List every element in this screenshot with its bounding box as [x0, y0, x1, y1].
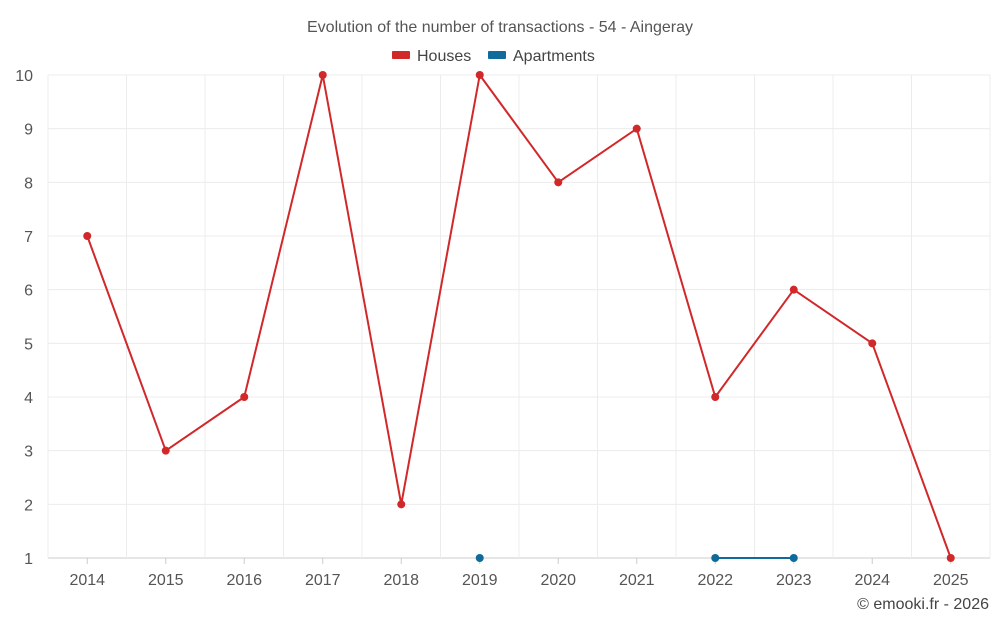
series-line-houses — [86, 74, 952, 559]
legend-item-apartments[interactable]: Apartments — [488, 48, 595, 65]
data-point-houses[interactable] — [711, 393, 720, 401]
x-tick-label: 2019 — [462, 572, 498, 589]
x-tick-label: 2016 — [226, 572, 262, 589]
y-axis-ticks: 1 2 3 4 5 6 7 8 9 10 — [15, 68, 33, 568]
data-point-houses[interactable] — [318, 71, 327, 79]
legend-item-houses[interactable]: Houses — [392, 48, 471, 65]
chart-title: Evolution of the number of transactions … — [307, 19, 693, 36]
x-tick-label: 2015 — [148, 572, 184, 589]
x-tick-label: 2024 — [854, 572, 890, 589]
data-point-houses[interactable] — [161, 446, 170, 455]
x-axis-ticks: 2014 2015 2016 2017 2018 2019 2020 2021 2022 2023… — [69, 558, 969, 589]
series — [83, 71, 955, 562]
series-apartments — [475, 554, 798, 562]
y-tick-label: 8 — [24, 175, 33, 192]
data-point-apartments[interactable] — [789, 554, 798, 562]
data-point-houses[interactable] — [83, 232, 92, 240]
x-tick-label: 2017 — [305, 572, 341, 589]
x-tick-label: 2025 — [933, 572, 969, 589]
y-tick-label: 6 — [24, 283, 33, 300]
data-point-houses[interactable] — [946, 554, 955, 562]
data-point-houses[interactable] — [868, 339, 877, 348]
series-houses — [83, 71, 955, 562]
x-tick-label: 2022 — [697, 572, 733, 589]
data-point-houses[interactable] — [632, 124, 641, 133]
data-point-houses[interactable] — [240, 393, 249, 401]
x-tick-label: 2020 — [540, 572, 576, 589]
y-tick-label: 5 — [24, 336, 33, 353]
x-tick-label: 2014 — [69, 572, 105, 589]
credit-text: © emooki.fr - 2026 — [857, 596, 989, 613]
legend-label-houses: Houses — [417, 48, 471, 65]
legend-swatch-houses — [392, 51, 410, 59]
legend: Houses Apartments — [392, 48, 595, 65]
grid — [47, 74, 991, 559]
x-tick-label: 2018 — [383, 572, 419, 589]
y-tick-label: 7 — [24, 229, 33, 246]
data-point-houses[interactable] — [554, 178, 563, 187]
y-tick-label: 3 — [24, 444, 33, 461]
y-tick-label: 10 — [15, 68, 33, 85]
data-point-apartments[interactable] — [711, 554, 720, 562]
data-point-houses[interactable] — [397, 500, 406, 509]
legend-label-apartments: Apartments — [513, 48, 595, 65]
data-point-apartments[interactable] — [475, 554, 484, 562]
y-tick-label: 1 — [24, 551, 33, 568]
legend-swatch-apartments — [488, 51, 506, 59]
y-tick-label: 2 — [24, 497, 33, 514]
data-point-houses[interactable] — [475, 71, 484, 79]
y-tick-label: 4 — [24, 390, 33, 407]
x-tick-label: 2023 — [776, 572, 812, 589]
y-tick-label: 9 — [24, 122, 33, 139]
data-point-houses[interactable] — [789, 285, 798, 294]
x-tick-label: 2021 — [619, 572, 655, 589]
